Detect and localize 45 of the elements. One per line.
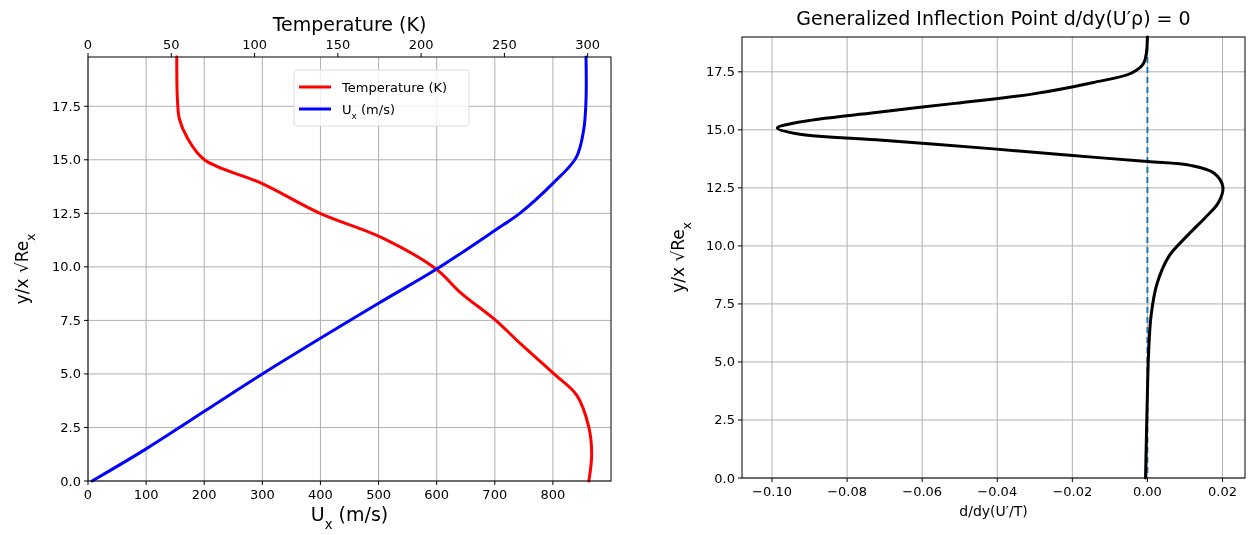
- y-tick-label: 10.0: [706, 238, 735, 254]
- y-tick-label: 17.5: [706, 64, 735, 80]
- y-tick-label: 15.0: [706, 122, 735, 138]
- y-tick-label: 7.5: [60, 312, 81, 328]
- y-tick-label: 5.0: [714, 354, 735, 370]
- x-tick-label: 0.02: [1208, 484, 1237, 499]
- x2-tick-label: 150: [325, 37, 351, 52]
- x-tick-label: 100: [133, 487, 159, 502]
- y-tick-label: 5.0: [60, 366, 81, 382]
- y-tick-label: 15.0: [52, 152, 81, 168]
- chart-title: Generalized Inflection Point d/dy(U′ρ) = 0: [796, 7, 1191, 29]
- y-tick-label: 0.0: [714, 470, 735, 486]
- x-axis-title: d/dy(U′/T): [959, 503, 1028, 519]
- x2-tick-label: 300: [575, 37, 601, 52]
- x-tick-label: −0.10: [752, 484, 792, 499]
- x2-tick-label: 200: [408, 37, 434, 52]
- x-tick-label: 600: [424, 487, 450, 502]
- y-tick-label: 10.0: [52, 259, 81, 275]
- x-tick-label: 500: [366, 487, 391, 502]
- x-tick-label: 800: [540, 487, 566, 502]
- legend-label: Temperature (K): [341, 80, 448, 95]
- x-tick-label: 0: [83, 487, 93, 502]
- x2-tick-label: 250: [491, 37, 517, 52]
- y-tick-label: 2.5: [714, 412, 735, 428]
- y-tick-label: 2.5: [60, 419, 81, 435]
- x2-tick-label: 100: [242, 37, 267, 52]
- y-tick-label: 7.5: [714, 296, 735, 312]
- x2-tick-label: 50: [163, 37, 180, 52]
- x-tick-label: 700: [482, 487, 508, 502]
- x-axis-title: U$_{x}$ (m/s): [310, 503, 389, 532]
- x-tick-label: 200: [191, 487, 217, 502]
- x-tick-label: −0.08: [827, 484, 868, 499]
- y-tick-label: 12.5: [706, 180, 735, 196]
- x-tick-label: −0.02: [1052, 484, 1093, 499]
- x-tick-label: −0.04: [977, 484, 1018, 499]
- x2-tick-label: 0: [83, 37, 93, 52]
- x2-axis-title: Temperature (K): [271, 13, 427, 35]
- x-tick-label: −0.06: [902, 484, 943, 499]
- x-tick-label: 300: [249, 487, 275, 502]
- y-tick-label: 17.5: [52, 98, 81, 114]
- x-tick-label: 0.00: [1132, 484, 1162, 499]
- legend-label: U$_{x}$ (m/s): [342, 102, 395, 121]
- y-tick-label: 0.0: [60, 473, 81, 489]
- x-tick-label: 400: [308, 487, 333, 502]
- y-tick-label: 12.5: [52, 205, 81, 221]
